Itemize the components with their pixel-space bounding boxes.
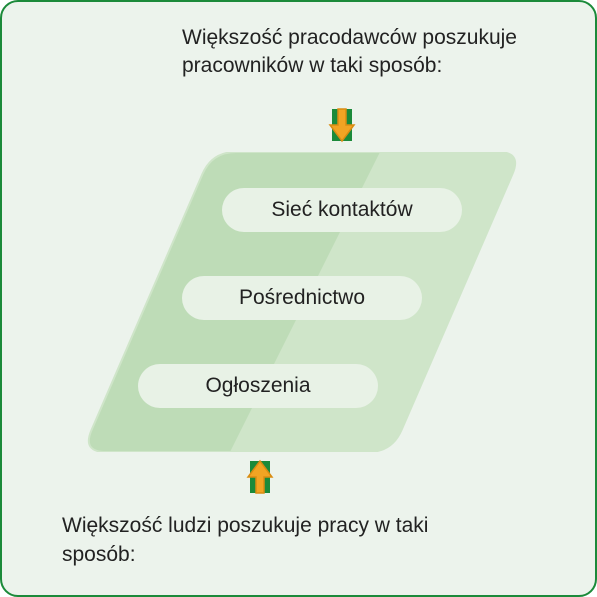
top-caption: Większość pracodawców poszukuje pracowni… xyxy=(182,24,562,81)
method-pill-1: Pośrednictwo xyxy=(182,276,422,320)
infographic-frame: Większość pracodawców poszukuje pracowni… xyxy=(0,0,597,597)
bottom-caption: Większość ludzi poszukuje pracy w taki s… xyxy=(62,512,442,569)
method-label: Pośrednictwo xyxy=(239,286,365,310)
method-label: Ogłoszenia xyxy=(205,374,310,398)
arrow-down-svg xyxy=(324,107,360,143)
method-pill-0: Sieć kontaktów xyxy=(222,188,462,232)
arrow-down-icon xyxy=(324,107,360,143)
method-pill-2: Ogłoszenia xyxy=(138,364,378,408)
method-label: Sieć kontaktów xyxy=(271,198,412,222)
parallelogram: Sieć kontaktów Pośrednictwo Ogłoszenia xyxy=(82,152,522,452)
arrow-up-icon xyxy=(242,459,278,495)
arrow-up-svg xyxy=(242,459,278,495)
